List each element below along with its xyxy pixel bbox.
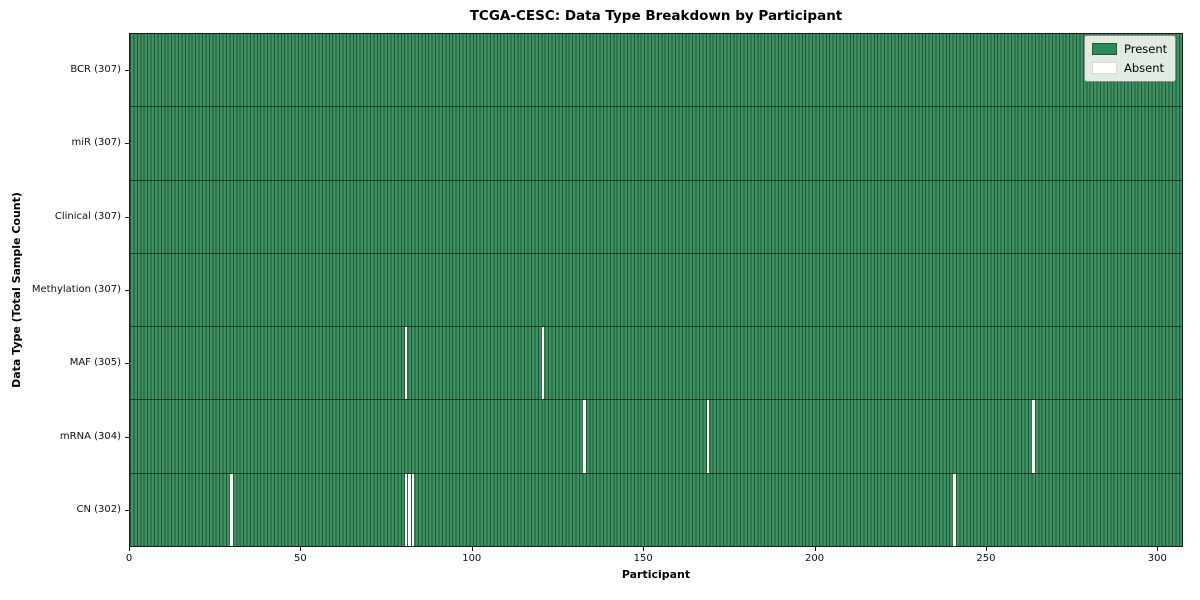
y-tick-mark [125, 290, 129, 291]
legend-absent-swatch [1092, 62, 1117, 74]
absent-gap [542, 327, 545, 400]
absent-gap [230, 473, 233, 546]
y-tick-mark [125, 436, 129, 438]
x-tick-label: 50 [294, 553, 307, 564]
x-tick-label: 100 [462, 553, 482, 564]
legend-absent-label: Absent [1124, 61, 1165, 75]
absent-gap [405, 327, 408, 400]
x-tick-mark [300, 547, 302, 551]
heatmap-row-miR [130, 107, 1182, 181]
y-tick-label: MAF (305) [69, 357, 121, 369]
absent-gap [411, 473, 415, 546]
x-tick-mark [1157, 547, 1159, 551]
x-axis-label: Participant [621, 568, 691, 581]
legend-present-label: Present [1124, 42, 1168, 56]
chart-title: TCGA-CESC: Data Type Breakdown by Partic… [469, 8, 843, 24]
y-tick-label: mRNA (304) [59, 430, 121, 442]
x-tick-mark [985, 547, 987, 551]
y-tick-label: BCR (307) [70, 63, 121, 75]
x-tick-label: 0 [125, 553, 133, 564]
x-tick-label: 250 [976, 553, 996, 564]
y-tick-mark [125, 510, 129, 512]
legend-entry-absent: Absent [1092, 61, 1167, 75]
x-tick-mark [814, 547, 816, 551]
x-tick-mark [471, 547, 473, 551]
y-tick-label: Clinical (307) [54, 210, 121, 222]
y-tick-label: CN (302) [76, 504, 121, 516]
y-tick-label: miR (307) [71, 137, 121, 149]
y-tick-mark [125, 216, 129, 218]
heatmap-row-MAF [130, 327, 1182, 401]
heatmap-row-mRNA [130, 400, 1182, 474]
absent-gap [953, 473, 956, 546]
legend-present-swatch [1092, 43, 1117, 55]
absent-gap [706, 400, 709, 473]
x-tick-mark [129, 547, 130, 551]
legend: Present Absent [1084, 35, 1176, 82]
x-tick-label: 150 [633, 553, 653, 564]
absent-gap [1032, 400, 1035, 473]
x-tick-mark [643, 547, 645, 551]
absent-gap [405, 473, 408, 546]
y-tick-mark [125, 69, 129, 71]
heatmap-row-Methylation [130, 253, 1182, 328]
x-tick-label: 300 [1147, 553, 1167, 564]
x-tick-label: 200 [804, 553, 825, 564]
heatmap-row-CN [130, 473, 1182, 546]
legend-entry-present: Present [1092, 42, 1167, 56]
y-tick-mark [125, 363, 129, 365]
y-tick-mark [125, 143, 129, 145]
absent-gap [408, 473, 411, 546]
y-tick-label: Methylation (307) [31, 284, 121, 295]
heatmap-row-Clinical [130, 180, 1182, 254]
heatmap-row-BCR [130, 34, 1182, 108]
heatmap-plot [129, 33, 1183, 547]
absent-gap [583, 400, 586, 473]
